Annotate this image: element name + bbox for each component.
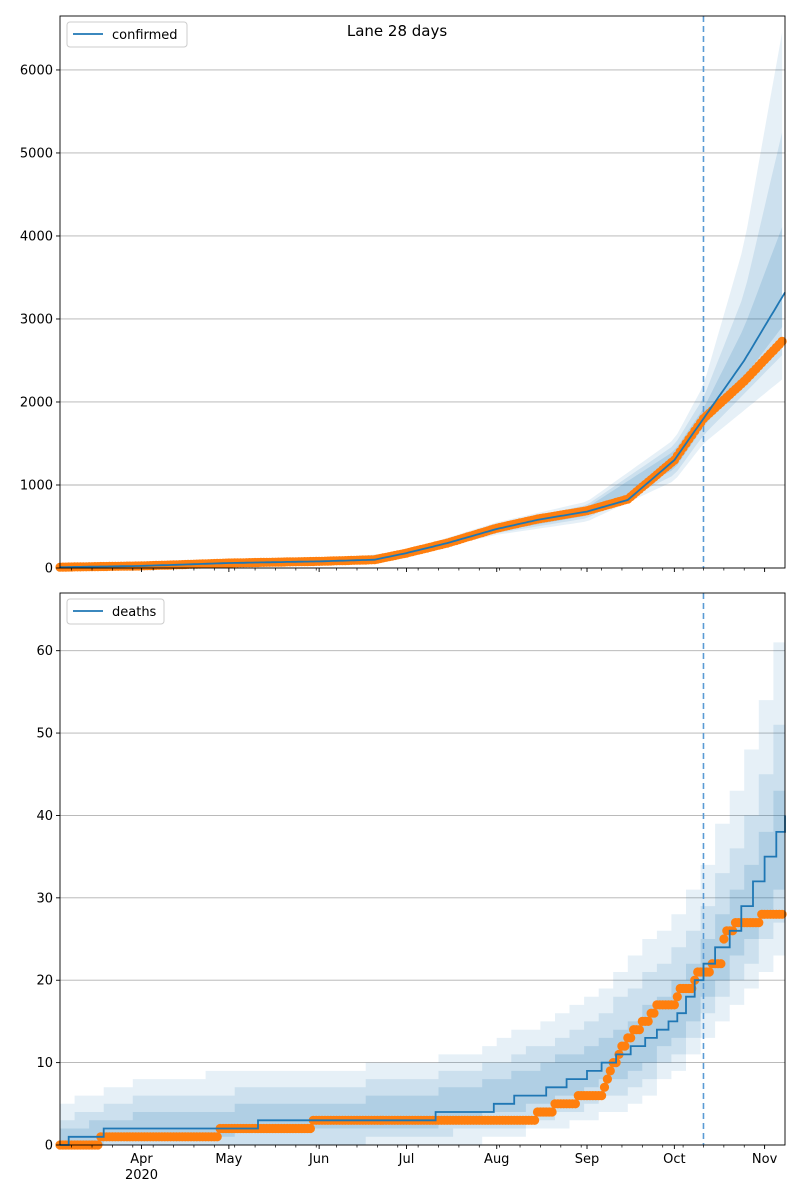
y-tick-label: 5000: [20, 146, 53, 161]
y-tick-label: 6000: [20, 63, 53, 78]
observed-point: [754, 918, 764, 928]
confirmed-axes: 0 1000 2000 3000 4000 5000 6000: [20, 15, 786, 577]
confirmed-bands: [60, 32, 783, 568]
figure-title: Lane 28 days: [347, 22, 447, 40]
observed-point: [643, 1016, 653, 1026]
y-tick-label: 20: [36, 974, 53, 989]
y-tick-label: 0: [45, 1139, 53, 1154]
y-tick-label: 4000: [20, 229, 53, 244]
y-tick-label: 10: [36, 1056, 53, 1071]
legend-box: [66, 21, 188, 48]
observed-point: [649, 1008, 659, 1018]
confirmed-legend: confirmed: [66, 21, 188, 48]
observed-point: [777, 336, 787, 346]
y-tick-label: 50: [36, 727, 53, 742]
x-tick-label: Oct: [663, 1152, 685, 1167]
y-tick-label: 60: [36, 644, 53, 659]
confirmed-panel: 0 1000 2000 3000 4000 5000 6000 confirmed: [20, 15, 787, 577]
model-line-deaths: [60, 815, 786, 1146]
observed-point: [634, 1025, 645, 1035]
deaths-model-line: [60, 815, 786, 1146]
y-tick-label: 30: [36, 891, 53, 906]
observed-point: [602, 1074, 613, 1084]
band-inner: [60, 790, 785, 1145]
observed-point: [599, 1082, 610, 1092]
observed-point: [626, 1033, 636, 1043]
band-middle: [60, 132, 783, 568]
observed-point: [777, 909, 787, 919]
axes-frame: [59, 15, 786, 569]
observed-point: [212, 1132, 222, 1142]
observed-point: [669, 1000, 680, 1010]
x-tick-label: Nov: [752, 1152, 778, 1167]
legend-label-deaths: deaths: [112, 605, 157, 620]
observed-point: [530, 1115, 540, 1125]
legend-box: [66, 598, 165, 625]
observed-point: [605, 1066, 615, 1076]
y-tick-label: 3000: [20, 312, 53, 327]
y-tick-label: 40: [36, 809, 53, 824]
observed-point: [716, 959, 726, 969]
deaths-legend: deaths: [66, 598, 165, 625]
confirmed-grid: [60, 69, 785, 569]
band-middle: [60, 724, 785, 1145]
observed-point: [704, 967, 714, 977]
x-tick-label: Apr: [130, 1152, 153, 1167]
observed-point: [719, 934, 729, 944]
observed-point: [305, 1123, 315, 1134]
observed-point: [570, 1099, 581, 1109]
band-outer: [60, 32, 783, 568]
confirmed-model-line: [59, 291, 786, 569]
x-tick-label: May: [215, 1152, 242, 1167]
observed-point: [547, 1107, 557, 1117]
x-tick-label: Jul: [398, 1152, 415, 1167]
x-tick-label: Aug: [484, 1152, 509, 1167]
x-tick-label: Sep: [575, 1152, 600, 1167]
x-tick-sublabel: 2020: [125, 1168, 158, 1183]
model-line-confirmed: [59, 291, 786, 569]
y-tick-label: 2000: [20, 395, 53, 410]
y-tick-label: 0: [45, 562, 53, 577]
legend-label-confirmed: confirmed: [112, 28, 178, 43]
axes-frame: [59, 592, 786, 1146]
x-tick-label: Jun: [308, 1152, 329, 1167]
confirmed-observed-points: [55, 336, 787, 572]
deaths-bands: [60, 642, 785, 1145]
observed-point: [672, 992, 682, 1002]
y-tick-label: 1000: [20, 478, 53, 493]
observed-point: [620, 1041, 630, 1051]
band-inner: [60, 227, 783, 568]
band-outer: [60, 642, 785, 1145]
observed-point: [597, 1091, 607, 1101]
